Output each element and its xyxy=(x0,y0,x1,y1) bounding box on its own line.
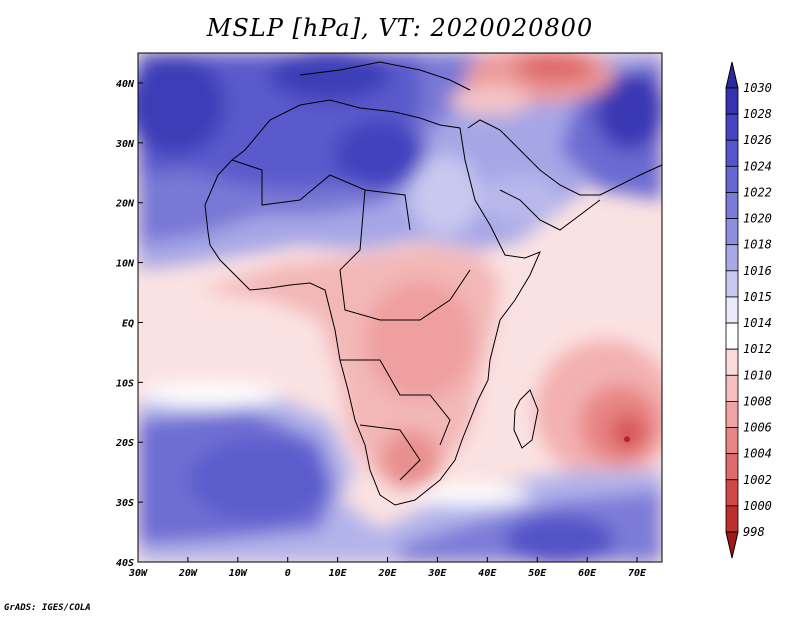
colorbar-label: 1015 xyxy=(743,290,772,304)
lon-tick-label: 20W xyxy=(178,568,198,579)
chart-title: MSLP [hPa], VT: 2020020800 xyxy=(206,14,594,42)
colorbar-label: 1018 xyxy=(743,238,772,252)
colorbar-label: 1020 xyxy=(743,212,772,226)
colorbar-swatch xyxy=(725,192,739,219)
colorbar-swatch xyxy=(725,270,739,298)
colorbar-label: 1006 xyxy=(743,421,772,435)
lon-tick-label: 10W xyxy=(229,568,248,579)
colorbar-swatch xyxy=(725,374,739,402)
colorbar-label: 1024 xyxy=(743,159,772,173)
lon-tick-label: 30W xyxy=(128,568,148,579)
colorbar-label: 1014 xyxy=(743,316,772,330)
lon-tick-label: 20E xyxy=(377,568,397,579)
lon-tick-label: 70E xyxy=(628,568,647,579)
lon-tick-label: 50E xyxy=(528,568,547,579)
lat-tick-label: 20S xyxy=(115,438,134,449)
colorbar-label: 1016 xyxy=(743,264,772,278)
colorbar-label: 1008 xyxy=(743,394,772,408)
colorbar: 1030 1028 1026 1024 1022 1020 1018 1016 1015 1014… xyxy=(725,61,772,559)
colorbar-swatch xyxy=(725,479,739,507)
colorbar-swatch xyxy=(725,505,739,533)
lon-axis: 30W 20W 10W 0 10E 20E 30E 40E 50E 60E 70E xyxy=(128,557,647,579)
colorbar-label: 1012 xyxy=(743,342,772,356)
colorbar-label: 1026 xyxy=(743,133,772,147)
lon-tick-label: 10E xyxy=(329,568,348,579)
colorbar-label: 1010 xyxy=(743,368,772,382)
lon-tick-label: 30E xyxy=(427,568,447,579)
colorbar-label: 1030 xyxy=(743,81,772,95)
colorbar-swatch xyxy=(725,113,739,141)
pressure-field xyxy=(138,53,662,562)
colorbar-swatch xyxy=(725,401,739,428)
colorbar-swatch xyxy=(725,453,739,481)
lat-tick-label: 30S xyxy=(115,498,134,509)
colorbar-swatch xyxy=(725,244,739,272)
lat-tick-label: 40N xyxy=(116,79,135,90)
colorbar-swatch xyxy=(725,348,739,376)
lon-tick-label: 60E xyxy=(578,568,597,579)
lon-tick-label: 0 xyxy=(285,568,291,579)
colorbar-label: 1004 xyxy=(743,447,772,461)
colorbar-swatch xyxy=(725,165,739,193)
colorbar-swatch xyxy=(725,218,739,246)
lat-tick-label: 10S xyxy=(116,378,134,389)
lat-tick-label: 30N xyxy=(115,139,135,150)
lon-tick-label: 40E xyxy=(478,568,497,579)
footer-credit: GrADS: IGES/COLA xyxy=(4,603,91,613)
colorbar-top-arrow xyxy=(725,61,739,89)
colorbar-swatch xyxy=(725,87,739,115)
lat-tick-label: 20N xyxy=(115,199,135,210)
coastlines xyxy=(204,61,663,506)
colorbar-swatch xyxy=(725,427,739,455)
colorbar-label: 998 xyxy=(743,525,765,539)
colorbar-label: 1000 xyxy=(743,499,772,513)
lat-tick-label: EQ xyxy=(122,318,134,329)
colorbar-label: 1022 xyxy=(743,185,772,199)
colorbar-label: 1002 xyxy=(743,473,772,487)
colorbar-swatch xyxy=(725,296,739,324)
low-center-marker xyxy=(624,436,631,443)
map-frame xyxy=(137,52,663,563)
lat-tick-label: 40S xyxy=(116,558,134,569)
colorbar-bottom-arrow xyxy=(725,531,739,559)
colorbar-label: 1028 xyxy=(743,107,772,121)
colorbar-swatch xyxy=(725,139,739,167)
lat-tick-label: 10N xyxy=(116,259,135,270)
colorbar-swatch xyxy=(725,322,739,350)
lat-axis: 40N 30N 20N 10N EQ 10S 20S 30S 40S xyxy=(115,79,143,569)
